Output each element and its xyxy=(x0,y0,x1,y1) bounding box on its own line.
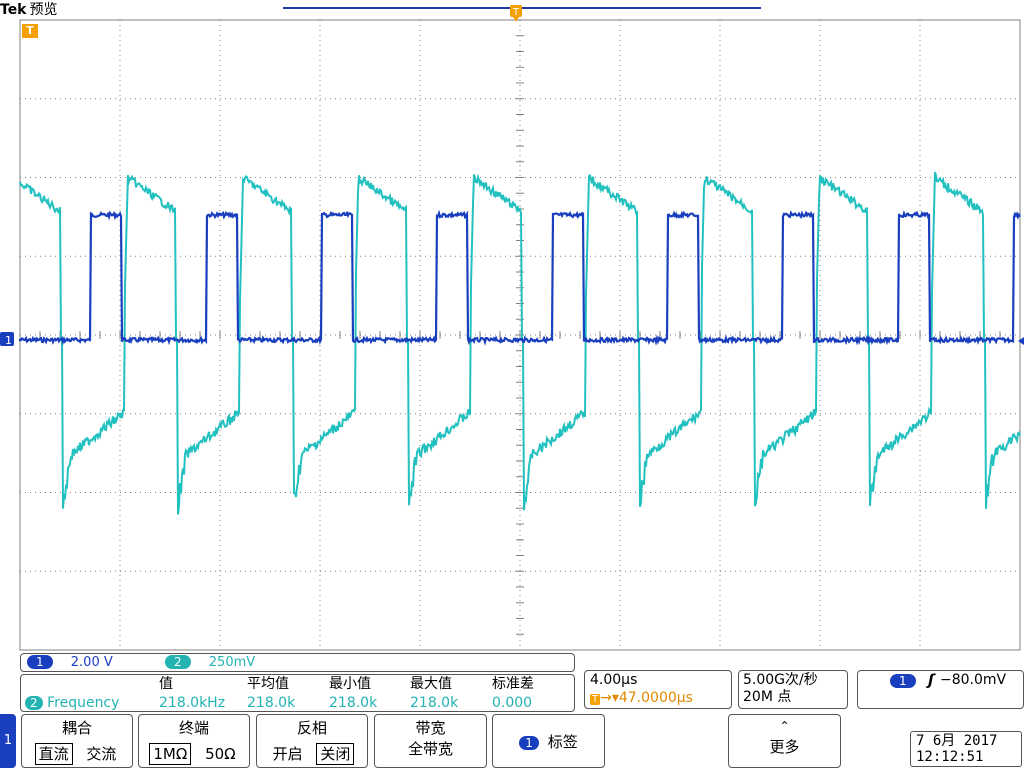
channel-2-waveform xyxy=(19,171,1021,515)
status-bar: Tek 预览 T xyxy=(0,0,1024,22)
acquisition-panel[interactable]: 5.00G次/秒 20M 点 xyxy=(738,670,848,709)
bandwidth-value: 全带宽 xyxy=(407,740,453,758)
meas-min: 218.0k xyxy=(329,695,378,711)
meas-max: 218.0k xyxy=(410,695,459,711)
termination-button[interactable]: 终端 1MΩ 50Ω xyxy=(138,714,250,768)
chevron-up-icon: ⌃ xyxy=(779,719,790,733)
ch2-badge: 2 xyxy=(165,655,191,669)
trigger-delay: T →▾47.0000µs xyxy=(590,690,693,708)
invert-off-option[interactable]: 关闭 xyxy=(316,743,355,765)
ch2-scale-readout[interactable]: 2 250mV xyxy=(165,655,255,671)
meas-header-value: 值 xyxy=(159,676,173,692)
right-edge-arrow xyxy=(1018,337,1024,345)
trigger-icon: T xyxy=(590,694,601,705)
coupling-title: 耦合 xyxy=(61,719,92,737)
meas-header-max: 最大值 xyxy=(410,676,452,692)
trigger-position-label: T xyxy=(512,7,520,18)
more-title: 更多 xyxy=(769,738,800,756)
measurement-panel[interactable]: 值 平均值 最小值 最大值 标准差 2 Frequency 218.0kHz 2… xyxy=(20,674,575,712)
rising-edge-icon: ʃ xyxy=(928,671,935,689)
ch2-trace-path xyxy=(19,171,1021,515)
label-title: 标签 xyxy=(547,733,578,751)
meas-header-min: 最小值 xyxy=(329,676,371,692)
termination-title: 终端 xyxy=(178,719,209,737)
waveform-display[interactable]: 1 xyxy=(0,0,1024,652)
invert-button[interactable]: 反相 开启 关闭 xyxy=(256,714,368,768)
trigger-position-icon[interactable]: T xyxy=(510,2,528,22)
trigger-panel[interactable]: 1 ʃ −80.0mV xyxy=(857,670,1024,709)
meas-source: 2 Frequency xyxy=(25,695,119,712)
trigger-source-badge: 1 xyxy=(890,674,916,688)
channel-1-ground-marker[interactable]: 1 xyxy=(0,332,14,347)
ch1-scale-readout[interactable]: 1 2.00 V xyxy=(27,655,113,671)
trigger-level: −80.0mV xyxy=(940,672,1007,688)
time-scale: 4.00µs xyxy=(590,672,638,688)
sample-rate: 5.00G次/秒 xyxy=(743,672,818,688)
meas-header-stddev: 标准差 xyxy=(492,676,534,692)
brand-label: Tek 预览 xyxy=(0,0,58,20)
coupling-ac-option[interactable]: 交流 xyxy=(86,745,117,763)
meas-value: 218.0kHz xyxy=(159,695,226,711)
brand-name: Tek xyxy=(0,2,27,18)
ch2-scale: 250mV xyxy=(208,655,256,670)
coupling-dc-option[interactable]: 直流 xyxy=(34,743,73,765)
ch1-scale: 2.00 V xyxy=(70,655,113,670)
bandwidth-button[interactable]: 带宽 全带宽 xyxy=(374,714,487,768)
horizontal-panel[interactable]: 4.00µs T →▾47.0000µs xyxy=(584,670,732,709)
coupling-button[interactable]: 耦合 直流 交流 xyxy=(21,714,133,768)
meas-stddev: 0.000 xyxy=(492,695,533,711)
time: 12:12:51 xyxy=(916,749,984,765)
bandwidth-title: 带宽 xyxy=(415,719,446,737)
ch1-trace-path xyxy=(18,209,1021,346)
graticule xyxy=(19,19,1021,651)
meas-mean: 218.0k xyxy=(247,695,296,711)
label-button[interactable]: 1 标签 xyxy=(492,714,605,768)
meas-header-mean: 平均值 xyxy=(247,676,289,692)
more-button[interactable]: ⌃ 更多 xyxy=(728,714,841,768)
ground-marker-label: 1 xyxy=(5,334,12,347)
invert-on-option[interactable]: 开启 xyxy=(272,745,303,763)
meas-ch2-badge: 2 xyxy=(25,696,43,710)
ch1-badge: 1 xyxy=(27,655,53,669)
termination-50-option[interactable]: 50Ω xyxy=(205,745,236,763)
invert-title: 反相 xyxy=(296,719,327,737)
record-length: 20M 点 xyxy=(743,689,792,705)
date-time: 7 6月 2017 12:12:51 xyxy=(910,731,1022,767)
acquisition-mode: 预览 xyxy=(29,2,58,18)
label-ch1-badge: 1 xyxy=(519,736,539,750)
vertical-scale-panel[interactable]: 1 2.00 V 2 250mV xyxy=(20,653,575,672)
channel-menu-tab[interactable]: 1 xyxy=(0,714,16,768)
date: 7 6月 2017 xyxy=(916,733,998,749)
channel-1-waveform xyxy=(18,209,1021,346)
trigger-delay-value: →▾47.0000µs xyxy=(600,690,693,706)
trigger-level-icon[interactable]: T xyxy=(22,24,38,38)
meas-name: Frequency xyxy=(47,695,120,711)
termination-1m-option[interactable]: 1MΩ xyxy=(149,743,192,765)
